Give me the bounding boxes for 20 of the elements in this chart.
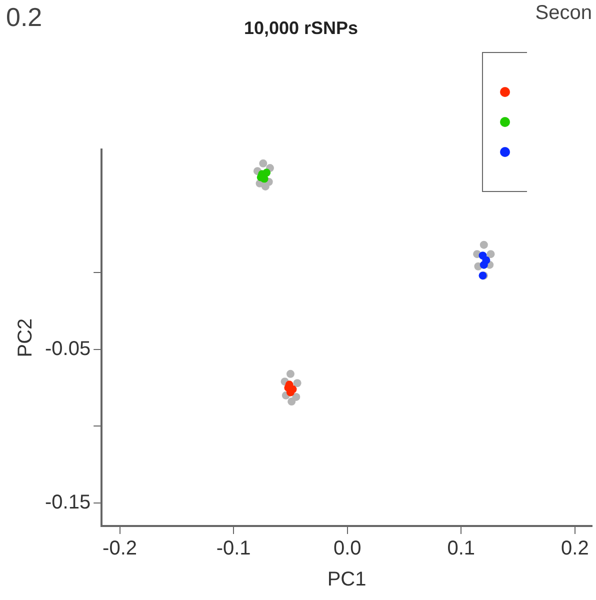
x-axis-title: PC1 <box>327 568 366 591</box>
point <box>480 260 488 269</box>
y-tick-label: -0.05 <box>44 338 91 360</box>
y-axis-title: PC2 <box>14 318 37 358</box>
point <box>486 250 495 258</box>
x-tick-label: -0.1 <box>216 538 251 560</box>
y-tick-label: -0.15 <box>44 491 91 514</box>
text: Secon <box>535 2 592 25</box>
point <box>261 182 270 190</box>
x-tick-label: 0.2 <box>561 538 589 560</box>
x-tick-label: -0.2 <box>102 538 138 560</box>
chart-title: 10,000 rSNPs <box>244 18 358 38</box>
point <box>293 379 302 388</box>
point <box>286 370 294 378</box>
point <box>480 240 488 249</box>
x-tick-label: 0.0 <box>333 538 362 560</box>
text: 0.2 <box>6 2 42 33</box>
point <box>259 159 268 168</box>
point <box>288 398 296 406</box>
x-tick-label: 0.1 <box>447 538 476 560</box>
